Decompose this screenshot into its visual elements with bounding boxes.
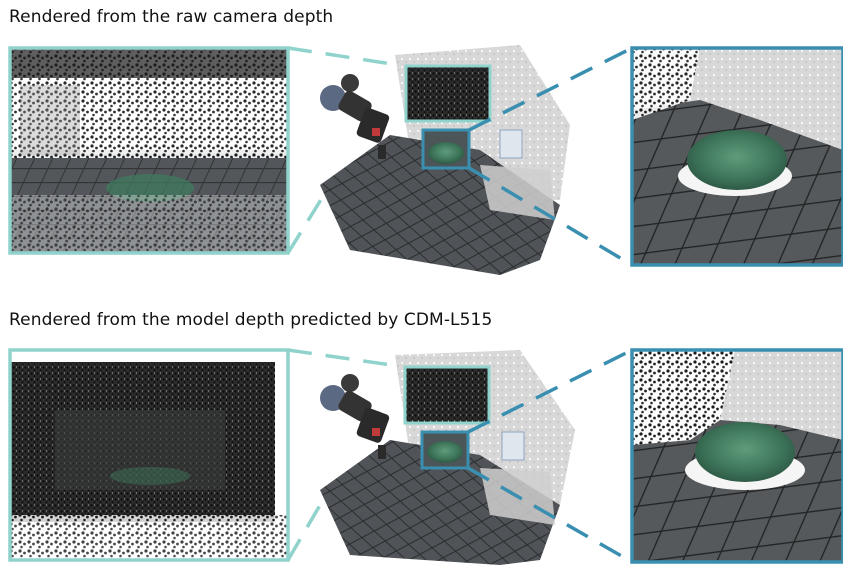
connector-line: [468, 46, 633, 132]
teal-frame: [8, 46, 290, 255]
bowl-shape: [695, 422, 795, 482]
row-model-depth: [8, 348, 843, 565]
right-zoom-panel-model: [630, 348, 843, 564]
blue-frame: [630, 348, 843, 564]
connector-line: [467, 348, 633, 434]
connector-line: [286, 184, 332, 254]
connector-line: [468, 166, 633, 267]
bowl-shape: [110, 467, 190, 485]
teal-frame: [8, 348, 290, 562]
scene-overview-raw: [320, 45, 570, 275]
scene-overview-model: [320, 350, 575, 565]
robot-arm: [320, 374, 390, 459]
connector-line: [287, 348, 406, 369]
connector-line: [467, 466, 633, 564]
connector-line: [286, 487, 332, 561]
left-zoom-panel-model: [8, 348, 290, 562]
robot-arm: [320, 74, 390, 159]
blue-roi-box: [421, 128, 471, 170]
bowl-shape: [687, 130, 787, 190]
row-title-model: Rendered from the model depth predicted …: [9, 310, 493, 330]
left-zoom-panel-raw: [8, 46, 290, 255]
row-title-raw: Rendered from the raw camera depth: [9, 7, 334, 27]
teal-roi-box: [403, 365, 491, 425]
connector-line: [287, 46, 406, 68]
teal-roi-box: [404, 64, 492, 123]
bowl-shape: [428, 142, 464, 164]
blue-roi-box: [420, 430, 470, 470]
row-raw-depth: [8, 45, 843, 275]
blue-frame: [630, 46, 843, 267]
right-zoom-panel-raw: [630, 46, 843, 267]
bowl-shape: [427, 441, 463, 463]
